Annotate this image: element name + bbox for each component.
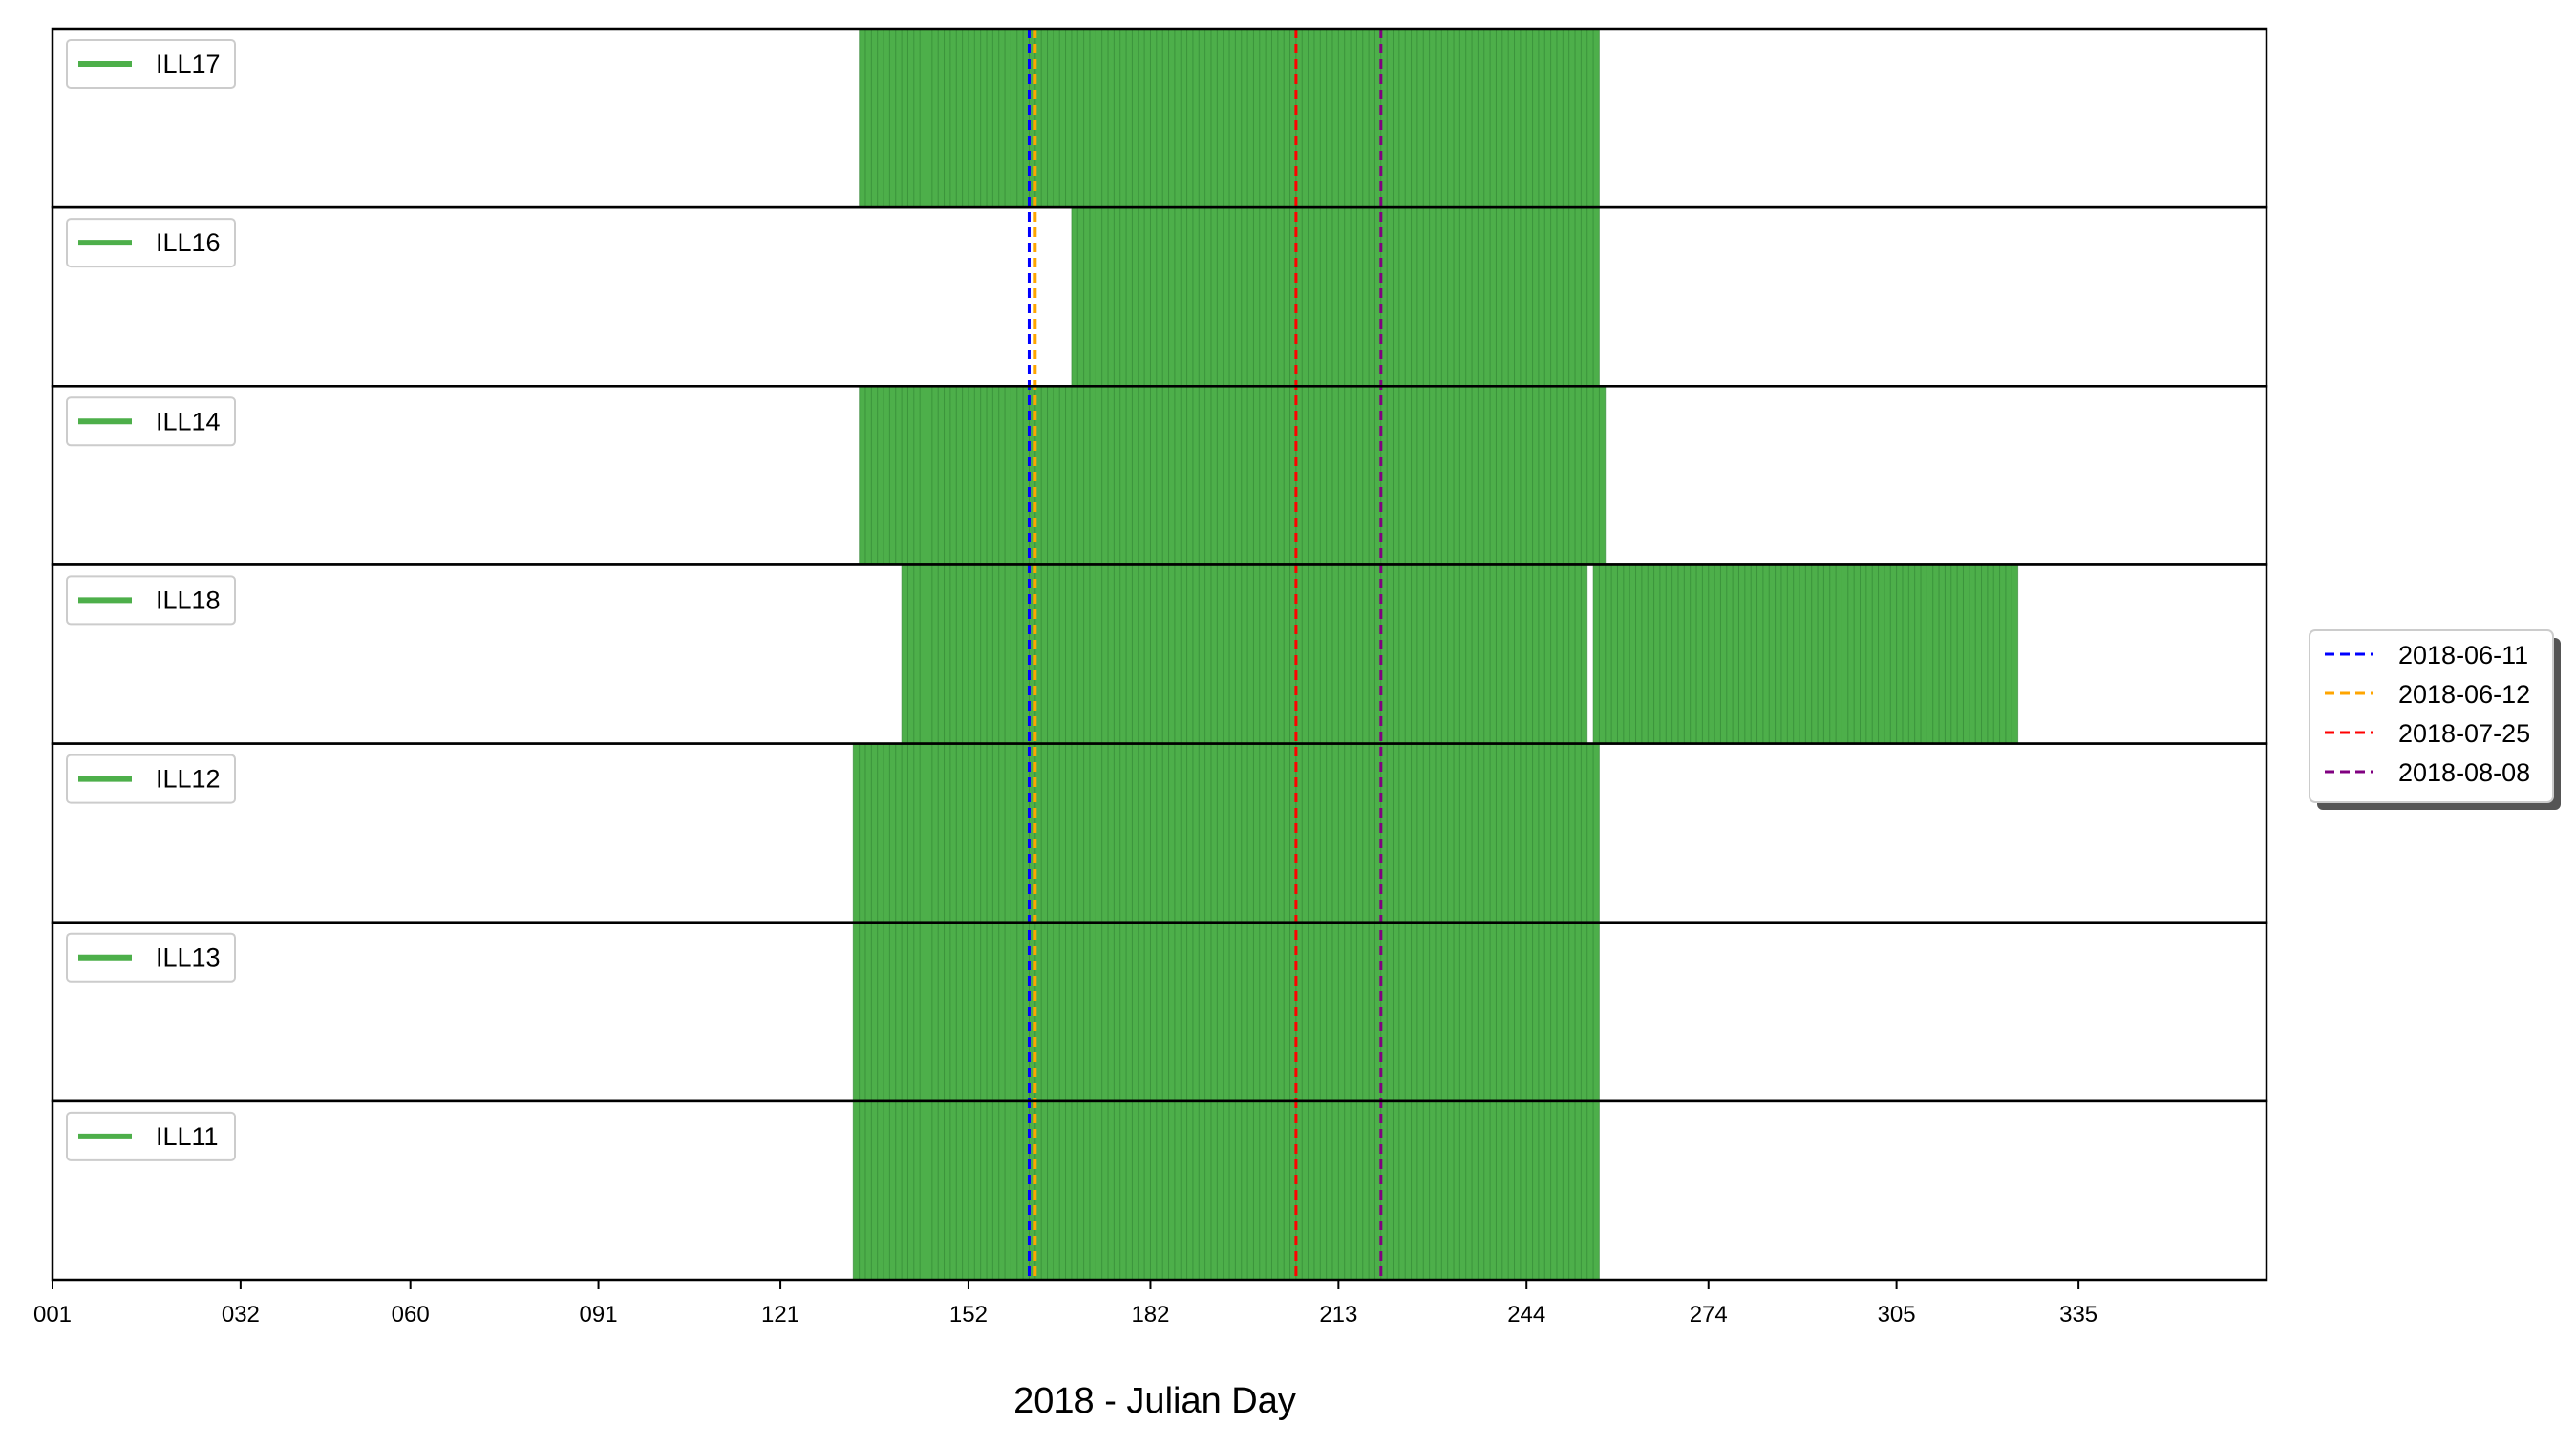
x-tick-label: 152 (949, 1302, 988, 1328)
x-axis: 001 032 060 091 121 152 182 213 244 274 305 335 (33, 1280, 2097, 1328)
x-tick-label: 032 (222, 1302, 260, 1328)
panel-legend-ill14: ILL14 (66, 396, 236, 447)
panel-ill17 (859, 29, 1600, 208)
legend-label: ILL14 (156, 407, 221, 436)
x-tick-label: 335 (2059, 1302, 2097, 1328)
x-tick-label: 001 (33, 1302, 72, 1328)
legend-box (66, 575, 236, 626)
panel-ill13 (852, 922, 1600, 1101)
legend-item-label: 2018-06-12 (2398, 680, 2530, 709)
legend-label: ILL12 (156, 765, 221, 794)
x-tick-label: 274 (1690, 1302, 1728, 1328)
panels-group (852, 29, 2019, 1280)
legend-label: ILL16 (156, 228, 221, 257)
panel-legend-ill18: ILL18 (66, 575, 236, 626)
x-tick-label: 121 (761, 1302, 799, 1328)
legend-frame (2309, 629, 2554, 803)
day-separators (852, 743, 1600, 923)
panel-legend-ill17: ILL17 (66, 39, 236, 89)
legend-item-2018-06-12: 2018-06-12 (2325, 680, 2530, 709)
legend-item-2018-08-08: 2018-08-08 (2325, 758, 2530, 787)
legend-item-label: 2018-06-11 (2398, 641, 2528, 669)
legend-label: ILL11 (156, 1122, 219, 1151)
panel-ill16 (1071, 207, 1600, 387)
panel-frames-group (51, 27, 2268, 1282)
availability-bar-ill13-0 (853, 922, 1600, 1101)
day-separators (901, 564, 1588, 744)
legend-box (66, 396, 236, 447)
availability-bar-ill18-0 (902, 564, 1587, 744)
panel-legend-ill12: ILL12 (66, 754, 236, 804)
legend-item-2018-07-25: 2018-07-25 (2325, 719, 2530, 748)
day-separators (859, 29, 1600, 208)
panel-ill14 (859, 386, 1607, 565)
legend-box (66, 39, 236, 89)
panel-ill18 (901, 564, 2019, 744)
x-tick-label: 305 (1878, 1302, 1916, 1328)
x-tick-label: 213 (1319, 1302, 1357, 1328)
reference-lines-group (1027, 29, 1383, 1280)
panel-legend-ill11: ILL11 (66, 1111, 236, 1161)
legend-item-label: 2018-08-08 (2398, 758, 2530, 787)
availability-bar-ill12-0 (853, 743, 1600, 923)
x-axis-label: 2018 - Julian Day (1013, 1381, 1296, 1421)
panel-frame (51, 1099, 2268, 1282)
day-separators (852, 1100, 1600, 1280)
day-separators (852, 922, 1600, 1101)
day-separators (1071, 207, 1600, 387)
legend-label: ILL18 (156, 585, 221, 614)
availability-bar-ill11-0 (853, 1100, 1600, 1280)
legend-box (66, 932, 236, 983)
x-tick-label: 060 (392, 1302, 430, 1328)
legend-box (66, 1111, 236, 1161)
panel-ill11 (852, 1100, 1600, 1280)
dates-legend: 2018-06-11 2018-06-12 2018-07-25 2018-08-08 (2309, 629, 2561, 810)
availability-bar-ill14-0 (859, 386, 1606, 565)
panel-legends-group: ILL17 ILL16 ILL14 ILL18 ILL12 ILL13 ILL11 (66, 39, 236, 1161)
x-tick-label: 182 (1131, 1302, 1169, 1328)
panel-legend-ill13: ILL13 (66, 932, 236, 983)
legend-box (66, 218, 236, 268)
day-separators (1592, 564, 2019, 744)
panel-ill12 (852, 743, 1600, 923)
panel-legend-ill16: ILL16 (66, 218, 236, 268)
x-tick-label: 091 (580, 1302, 618, 1328)
availability-bar-ill16-0 (1071, 207, 1600, 387)
legend-label: ILL17 (156, 50, 221, 78)
legend-label: ILL13 (156, 944, 221, 972)
legend-item-2018-06-11: 2018-06-11 (2325, 641, 2528, 669)
day-separators (859, 386, 1607, 565)
x-tick-label: 244 (1507, 1302, 1545, 1328)
legend-box (66, 754, 236, 804)
legend-item-label: 2018-07-25 (2398, 719, 2530, 748)
